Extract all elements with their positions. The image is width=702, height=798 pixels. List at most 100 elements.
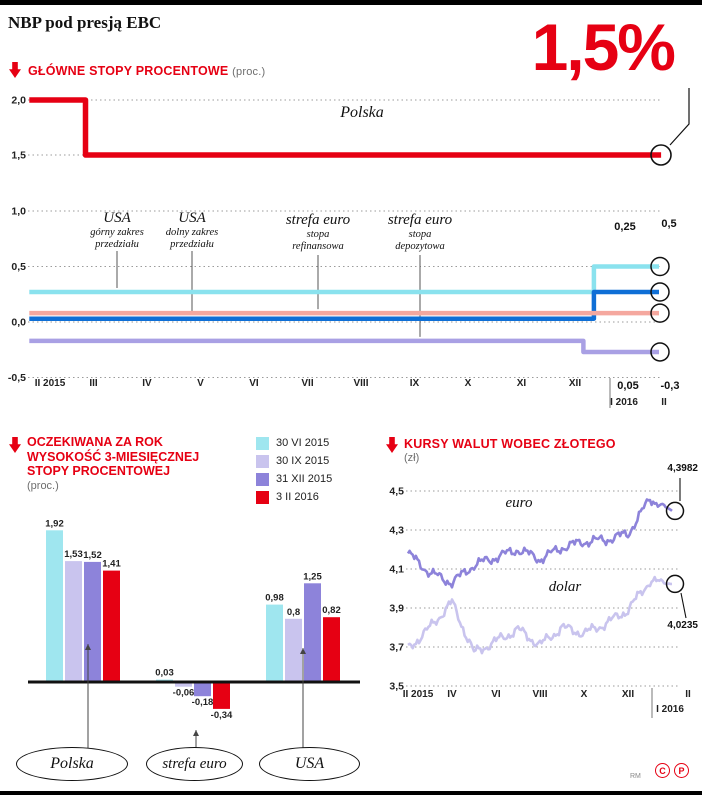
x-tick-label: X bbox=[581, 689, 588, 700]
expectations-title-line2: WYSOKOŚĆ 3-MIESIĘCZNEJ bbox=[27, 449, 200, 464]
legend-label: 30 IX 2015 bbox=[276, 455, 330, 467]
legend-swatch-3-ii-2016 bbox=[256, 490, 269, 504]
series-label-euro-refi: strefa euro stopa refinansowa bbox=[273, 212, 363, 252]
x-tick-label: XII bbox=[569, 378, 581, 389]
bar-0-0 bbox=[46, 530, 63, 682]
top-border bbox=[0, 0, 702, 5]
bar-value-label: -0,34 bbox=[211, 710, 233, 721]
category-badge-polska: Polska bbox=[16, 747, 128, 781]
y-tick-label: 1,5 bbox=[11, 150, 26, 162]
bar-1-1 bbox=[175, 682, 192, 687]
arrowhead-icon bbox=[300, 648, 306, 654]
polska-rate-chart: 2,0 1,5 bbox=[11, 88, 690, 166]
x-tick-label: IX bbox=[410, 378, 420, 389]
euro-end-value: 4,3982 bbox=[667, 463, 698, 474]
category-badge-strefa-euro: strefa euro bbox=[146, 747, 243, 781]
copyright-c-icon: C bbox=[655, 763, 670, 778]
end-marker bbox=[650, 256, 670, 277]
page-title: NBP pod presją EBC bbox=[8, 13, 162, 32]
currency-section-unit: (zł) bbox=[404, 452, 420, 464]
dolar-callout-line bbox=[680, 592, 687, 619]
end-marker bbox=[650, 303, 670, 323]
bar-value-label: 0,82 bbox=[322, 605, 341, 616]
copyright-p-icon: P bbox=[674, 763, 689, 778]
bar-2-2 bbox=[304, 583, 321, 683]
headline-rate: 1,5% bbox=[531, 10, 676, 84]
end-marker bbox=[665, 574, 685, 594]
rates-section-title: GŁÓWNE STOPY PROCENTOWE bbox=[28, 64, 229, 78]
x-tick-label: IV bbox=[142, 378, 152, 389]
legend-label: 30 VI 2015 bbox=[276, 437, 330, 449]
end-marker bbox=[650, 144, 672, 166]
x-tick-label: II bbox=[661, 397, 667, 408]
x-tick-label: VIII bbox=[532, 689, 547, 700]
y-tick-label: 0,0 bbox=[11, 317, 26, 329]
expectations-title-line1: OCZEKIWANA ZA ROK bbox=[27, 435, 163, 449]
euro-series-label: euro bbox=[505, 495, 533, 511]
legend-item: 3 II 2016 bbox=[256, 490, 332, 504]
bar-0-3 bbox=[103, 570, 120, 682]
end-value-usa-lower: 0,25 bbox=[614, 221, 636, 233]
expectations-section-unit: (proc.) bbox=[27, 480, 59, 492]
rate-series-1 bbox=[29, 289, 659, 321]
legend-swatch-30-ix-2015 bbox=[256, 454, 269, 468]
y-tick-label: 4,1 bbox=[389, 564, 404, 576]
x-tick-label: III bbox=[89, 378, 98, 389]
dolar-series-label: dolar bbox=[548, 579, 582, 595]
bar-1-2 bbox=[194, 682, 211, 697]
x-tick-label: I 2016 bbox=[610, 397, 638, 408]
bar-value-label: 1,41 bbox=[102, 559, 121, 570]
credit: RM bbox=[630, 773, 641, 780]
foreign-rates-chart: 1,0 0,5 0,0 -0,5 II 2015 III IV V VI VII VIII IX X XI… bbox=[8, 206, 670, 408]
x-tick-label: VI bbox=[491, 689, 501, 700]
bar-value-label: 0,98 bbox=[265, 593, 284, 604]
x-tick-label: II 2015 bbox=[35, 378, 66, 389]
series-label-usa-lower: USA dolny zakres przedziału bbox=[152, 210, 232, 250]
bar-0-2 bbox=[84, 561, 101, 682]
y-tick-label: 2,0 bbox=[11, 95, 26, 107]
legend-label: 31 XII 2015 bbox=[276, 473, 333, 485]
series-label-usa-upper: USA górny zakres przedziału bbox=[77, 210, 157, 250]
y-tick-label: -0,5 bbox=[8, 372, 26, 384]
x-tick-label: IV bbox=[447, 689, 457, 700]
x-tick-label: I 2016 bbox=[656, 704, 684, 715]
bar-1-3 bbox=[213, 682, 230, 709]
x-tick-label: X bbox=[465, 378, 472, 389]
end-marker bbox=[650, 282, 670, 302]
y-tick-label: 4,5 bbox=[389, 486, 404, 498]
end-marker bbox=[665, 501, 685, 521]
bar-2-3 bbox=[323, 617, 340, 682]
rates-section-unit: (proc.) bbox=[232, 66, 266, 78]
bar-value-label: 0,8 bbox=[287, 607, 300, 618]
legend-item: 30 IX 2015 bbox=[256, 454, 332, 468]
copyright-marks: C P bbox=[655, 763, 689, 778]
series-label-euro-depo: strefa euro stopa depozytowa bbox=[375, 212, 465, 252]
series-label-sub: stopa refinansowa bbox=[292, 229, 344, 252]
bar-value-label: 1,53 bbox=[64, 549, 83, 560]
end-value-euro-depo: -0,3 bbox=[660, 380, 680, 392]
bar-value-label: -0,06 bbox=[173, 688, 195, 699]
bar-value-label: 1,52 bbox=[83, 550, 102, 561]
end-value-euro-refi: 0,05 bbox=[617, 380, 639, 392]
bottom-border bbox=[0, 791, 702, 795]
series-label-title: strefa euro bbox=[285, 212, 351, 228]
bar-value-label: -0,18 bbox=[192, 697, 214, 708]
legend-item: 30 VI 2015 bbox=[256, 436, 332, 450]
down-arrow-icon bbox=[9, 437, 21, 453]
x-tick-label: XI bbox=[517, 378, 527, 389]
headline-callout-line bbox=[669, 88, 690, 146]
legend-swatch-30-vi-2015 bbox=[256, 436, 269, 450]
y-tick-label: 3,7 bbox=[389, 642, 404, 654]
expectations-title-line3: STOPY PROCENTOWEJ bbox=[27, 464, 171, 478]
expectations-section-header: OCZEKIWANA ZA ROK WYSOKOŚĆ 3-MIESIĘCZNEJ… bbox=[27, 435, 199, 479]
category-badge-usa: USA bbox=[259, 747, 360, 781]
rates-section-header: GŁÓWNE STOPY PROCENTOWE (proc.) bbox=[28, 64, 265, 78]
x-tick-label: VIII bbox=[353, 378, 368, 389]
series-label-title: USA bbox=[178, 210, 206, 226]
x-tick-label: XII bbox=[622, 689, 634, 700]
legend-label: 3 II 2016 bbox=[276, 491, 319, 503]
arrowhead-icon bbox=[85, 644, 91, 650]
fx-series-euro bbox=[406, 498, 673, 589]
y-tick-label: 4,3 bbox=[389, 525, 404, 537]
bar-2-0 bbox=[266, 604, 283, 682]
